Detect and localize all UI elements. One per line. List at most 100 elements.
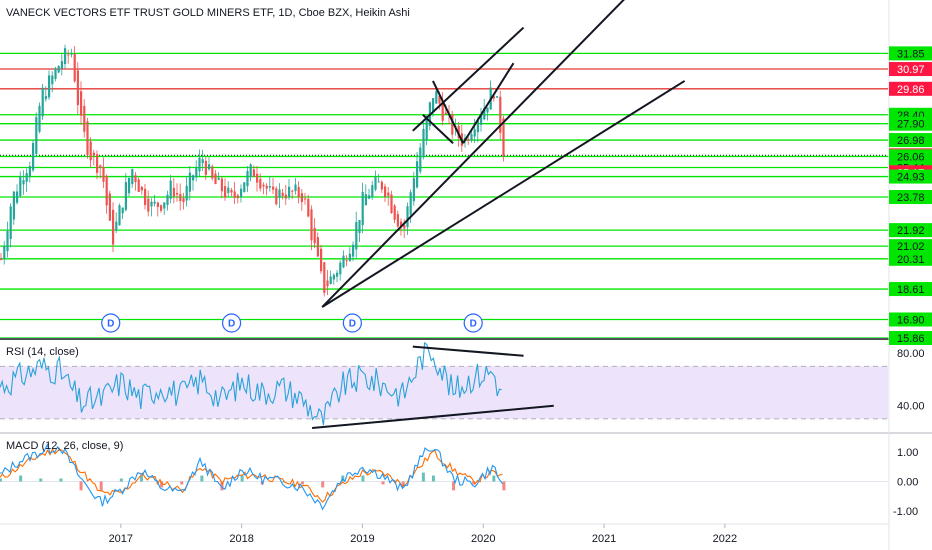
candle-body [51,75,54,85]
candle-body [470,134,473,141]
candle-body [364,194,367,206]
candle-body [3,245,6,260]
candle-body [54,68,57,79]
candle-body [339,262,342,275]
candle-body [384,186,387,197]
macd-histogram-bar [160,481,164,488]
candle-body [28,166,31,177]
candle-body [38,105,41,132]
candle-body [307,198,310,217]
candle-body [288,186,291,197]
candle-body [492,96,495,99]
candle-body [99,165,102,168]
macd-histogram-bar [280,481,284,483]
dividend-marker [101,313,121,333]
candle-body [371,185,374,197]
macd-histogram-bar [139,475,143,482]
rsi-tick-label: 80.00 [897,348,925,360]
candle-body [355,222,358,250]
candle-body [166,194,169,205]
candle-body [80,91,83,116]
macd-histogram-bar [119,478,123,482]
candle-body [352,244,355,257]
candle-body [281,192,284,196]
candle-body [480,115,483,125]
rsi-band [0,366,888,419]
candle-body [406,206,409,228]
macd-title: MACD (12, 26, close, 9) [6,440,123,452]
candle-body [368,195,371,199]
dividend-marker [342,313,362,333]
price-badge [889,312,932,327]
candle-body [252,169,255,177]
candle-body [105,175,108,206]
rsi-line [0,341,502,426]
macd-histogram-bar [401,481,405,488]
candle-body [64,48,67,65]
candle-body [198,157,201,172]
price-trendline [462,62,515,144]
candle-body [438,96,441,104]
candle-body [153,201,156,204]
candle-body [230,189,233,193]
candle-body [150,201,153,207]
macd-histogram-bar [59,478,63,482]
candle-body [441,100,444,121]
time-tick-label: 2022 [713,533,737,545]
dividend-marker-label: D [470,319,477,330]
dividend-marker [221,313,242,333]
price-badge [889,133,932,148]
candle-body [41,87,44,117]
candle-body [444,112,447,115]
candle-body [310,209,313,241]
macd-histogram-bar [0,478,2,482]
candle-body [144,188,147,206]
price-badge-label: 29.86 [897,84,925,96]
candle-body [329,276,332,284]
candle-body [320,248,323,272]
candle-body [19,176,22,196]
candle-body [70,53,73,55]
price-badge [889,282,932,297]
price-trendline [412,26,525,132]
candle-body [256,173,259,183]
candle-body [294,184,297,192]
candle-body [419,147,422,172]
candle-body [195,167,198,178]
candle-body [422,128,425,158]
rsi-trendline [412,345,524,357]
candle-body [278,189,281,198]
candle-body [201,159,204,164]
price-badge-label: 15.86 [897,333,925,345]
candle-body [163,202,166,209]
candle-body [425,116,428,141]
candle-body [240,188,243,198]
rsi-title: RSI (14, close) [6,346,79,358]
macd-line [0,443,503,511]
candle-body [265,185,268,189]
price-badge-label: 16.90 [897,314,925,326]
candle-body [502,118,505,157]
price-badge [889,116,932,131]
candle-body [332,274,335,280]
price-badge [889,81,932,96]
candle-body [211,166,214,179]
price-badge-label: 27.90 [897,119,925,131]
candle-body [208,164,211,170]
candle-body [390,194,393,213]
candle-body [217,177,220,180]
candle-body [486,107,489,113]
dividend-marker-label: D [349,319,356,330]
candle-body [361,191,364,226]
price-badge [889,331,932,345]
macd-histogram-bar [220,481,224,491]
candle-body [147,198,150,212]
candle-body [25,173,28,182]
candle-body [35,117,38,154]
candle-body [272,186,275,190]
dividend-marker [463,313,483,333]
candle-body [313,227,316,244]
candle-body [304,198,307,200]
